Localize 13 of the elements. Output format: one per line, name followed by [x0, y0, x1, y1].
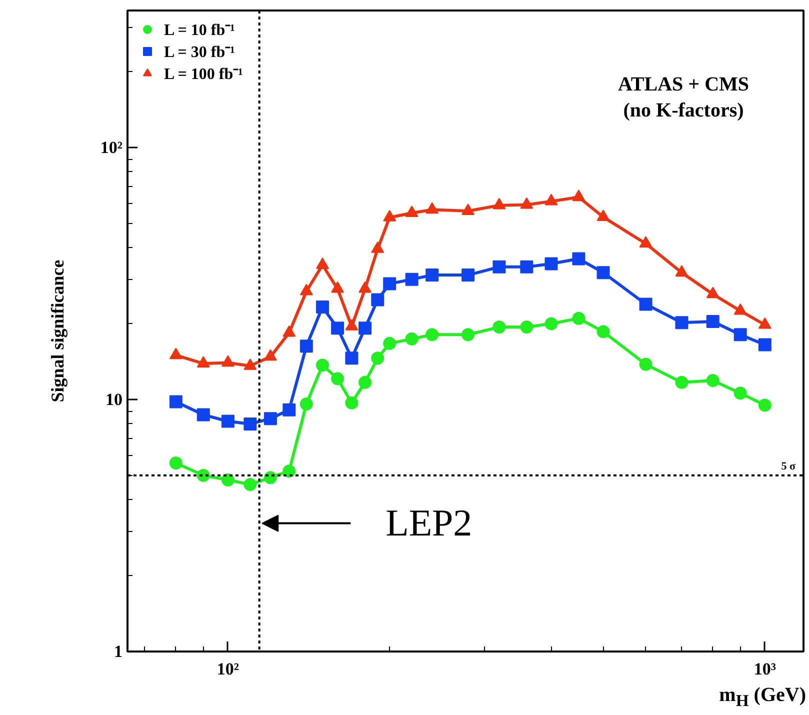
- ref-line-label: 5 σ: [781, 460, 796, 472]
- x-tick-label: 10³: [754, 660, 776, 678]
- legend-label: L = 30 fb⁻¹: [164, 43, 235, 62]
- ref-line-label: LEP2: [386, 502, 472, 544]
- legend-label: L = 100 fb⁻¹: [164, 65, 243, 84]
- y-tick-label: 10: [106, 390, 122, 410]
- y-tick-label: 1: [114, 642, 122, 661]
- annotation: (no K-factors): [623, 100, 744, 122]
- legend-label: L = 10 fb⁻¹: [164, 21, 235, 40]
- y-axis-title: Signal significance: [47, 260, 68, 402]
- y-tick-label: 10²: [100, 138, 123, 158]
- x-axis-title: m$_{H}$ (GeV): [719, 683, 806, 712]
- annotation: ATLAS + CMS: [618, 74, 750, 96]
